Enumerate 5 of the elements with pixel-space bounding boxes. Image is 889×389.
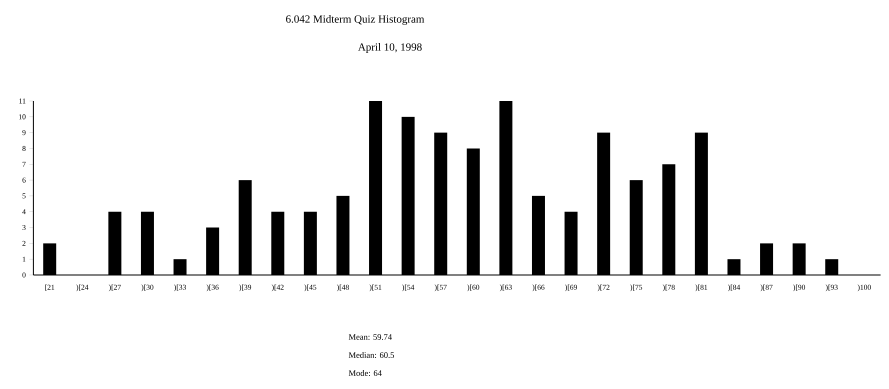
chart-subtitle: April 10, 1998 bbox=[358, 43, 422, 53]
chart-title: 6.042 Midterm Quiz Histogram bbox=[286, 15, 424, 25]
text: Median: 60.5 bbox=[348, 352, 394, 358]
text: Mode: 64 bbox=[348, 370, 382, 376]
text: Mean: 59.74 bbox=[348, 334, 392, 340]
